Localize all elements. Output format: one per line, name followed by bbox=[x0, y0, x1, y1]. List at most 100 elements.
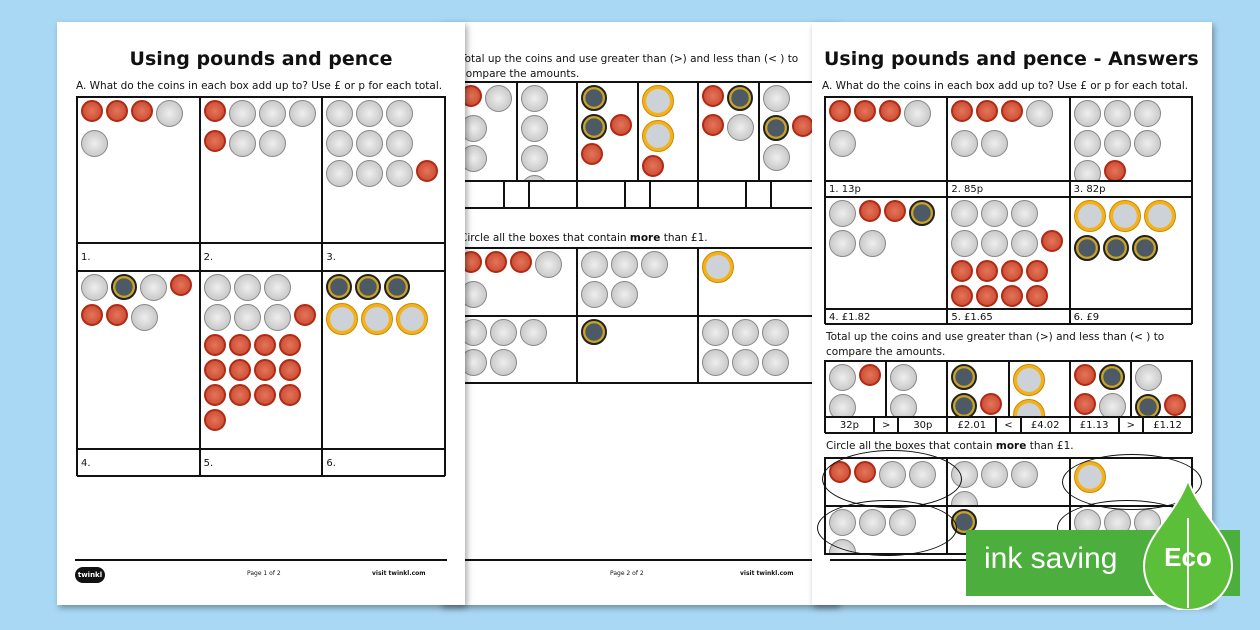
compare-answer-cell[interactable] bbox=[649, 181, 698, 208]
silver-coin-icon bbox=[386, 100, 414, 127]
footer-divider bbox=[458, 559, 820, 561]
silver-coin-icon bbox=[951, 130, 979, 157]
coin-box bbox=[322, 271, 445, 449]
compare-answer-cell[interactable] bbox=[625, 181, 650, 208]
silver-coin-icon bbox=[490, 318, 517, 346]
compare-answer-row bbox=[577, 181, 698, 208]
silver-coin-icon bbox=[702, 318, 729, 346]
silver-coin-icon bbox=[859, 230, 886, 257]
one-pound-coin-icon bbox=[1098, 364, 1125, 390]
two-pound-coin-icon bbox=[1012, 399, 1045, 416]
copper-coin-icon bbox=[976, 100, 999, 122]
copper-coin-icon bbox=[976, 285, 999, 307]
answer-cell[interactable]: 3. bbox=[322, 243, 445, 271]
one-pound-coin-icon bbox=[1134, 394, 1161, 416]
worksheet-page-1: Using pounds and pence A. What do the co… bbox=[57, 22, 465, 605]
circle-box bbox=[456, 248, 577, 316]
copper-coin-icon bbox=[1001, 285, 1024, 307]
compare-answer-cell[interactable]: > bbox=[1118, 417, 1144, 434]
copper-coin-icon bbox=[1073, 364, 1096, 386]
site-link[interactable]: visit twinkl.com bbox=[372, 570, 426, 577]
compare-answer-cell[interactable]: 32p bbox=[825, 417, 874, 434]
two-pound-coin-icon bbox=[396, 303, 429, 335]
compare-answer-cell[interactable] bbox=[698, 181, 747, 208]
copper-coin-icon bbox=[1001, 260, 1024, 282]
silver-coin-icon bbox=[263, 274, 291, 301]
silver-coin-icon bbox=[581, 281, 608, 308]
compare-answer-cell[interactable]: £1.12 bbox=[1143, 417, 1192, 434]
copper-coin-icon bbox=[203, 334, 226, 356]
silver-coin-icon bbox=[1026, 100, 1054, 127]
answer-cell[interactable]: 6. bbox=[322, 449, 445, 477]
silver-coin-icon bbox=[288, 100, 316, 127]
copper-coin-icon bbox=[980, 393, 1003, 415]
question-a: A. What do the coins in each box add up … bbox=[76, 80, 443, 92]
copper-coin-icon bbox=[1163, 394, 1186, 416]
compare-instructions: Total up the coins and use greater than … bbox=[460, 53, 799, 80]
answer-cell[interactable]: 1. bbox=[77, 243, 200, 271]
answer-cell[interactable]: 2. bbox=[199, 243, 323, 271]
answer-cell[interactable]: 4. bbox=[77, 449, 200, 477]
compare-box bbox=[1008, 361, 1070, 417]
silver-coin-icon bbox=[356, 160, 384, 187]
coin-box bbox=[77, 271, 200, 449]
silver-coin-icon bbox=[228, 130, 256, 157]
coin-box bbox=[947, 97, 1070, 181]
compare-box bbox=[825, 361, 887, 417]
silver-coin-icon bbox=[1011, 230, 1039, 257]
answer-cell[interactable]: 5. bbox=[199, 449, 323, 477]
answer-cell[interactable]: 3. 82p bbox=[1069, 181, 1192, 197]
circle-text-bold: more bbox=[629, 232, 661, 244]
copper-coin-icon bbox=[791, 115, 814, 137]
compare-answer-cell[interactable]: £1.13 bbox=[1069, 417, 1119, 434]
answer-cell[interactable]: 1. 13p bbox=[825, 181, 948, 197]
silver-coin-icon bbox=[951, 491, 979, 505]
compare-answer-cell[interactable] bbox=[504, 181, 529, 208]
answer-cell[interactable]: 5. £1.65 bbox=[947, 309, 1070, 325]
compare-answer-cell[interactable]: < bbox=[996, 417, 1021, 434]
silver-coin-icon bbox=[1103, 130, 1131, 157]
compare-answer-cell[interactable] bbox=[746, 181, 771, 208]
compare-box bbox=[456, 82, 517, 181]
silver-coin-icon bbox=[951, 230, 979, 257]
two-pound-coin-icon bbox=[702, 251, 734, 283]
answer-cell[interactable]: 4. £1.82 bbox=[825, 309, 948, 325]
silver-coin-icon bbox=[258, 100, 286, 127]
copper-coin-icon bbox=[510, 251, 532, 273]
circle-grid bbox=[455, 247, 820, 384]
copper-coin-icon bbox=[81, 100, 103, 122]
silver-coin-icon bbox=[829, 364, 856, 391]
compare-answer-cell[interactable]: 30p bbox=[898, 417, 948, 434]
compare-answer-row bbox=[698, 181, 819, 208]
copper-coin-icon bbox=[228, 384, 251, 406]
silver-coin-icon bbox=[1073, 100, 1101, 127]
compare-answer-cell[interactable] bbox=[577, 181, 626, 208]
circle-text: Circle all the boxes that contain bbox=[460, 232, 630, 244]
one-pound-coin-icon bbox=[1073, 235, 1100, 261]
silver-coin-icon bbox=[1133, 100, 1161, 127]
compare-answer-cell[interactable] bbox=[528, 181, 577, 208]
compare-answer-cell[interactable]: £2.01 bbox=[947, 417, 997, 434]
worksheet-page-answers: Using pounds and pence - Answers A. What… bbox=[812, 22, 1212, 605]
silver-coin-icon bbox=[732, 348, 759, 376]
copper-coin-icon bbox=[1026, 260, 1049, 282]
answer-cell[interactable]: 2. 85p bbox=[947, 181, 1070, 197]
one-pound-coin-icon bbox=[762, 115, 789, 141]
silver-coin-icon bbox=[829, 394, 856, 416]
copper-coin-icon bbox=[278, 359, 301, 381]
worksheet-page-2: Total up the coins and use greater than … bbox=[440, 22, 838, 605]
silver-coin-icon bbox=[829, 200, 856, 227]
compare-answer-cell[interactable]: > bbox=[873, 417, 899, 434]
copper-coin-icon bbox=[203, 100, 226, 122]
coin-box bbox=[947, 197, 1070, 309]
one-pound-coin-icon bbox=[581, 114, 607, 140]
compare-answer-cell[interactable]: £4.02 bbox=[1020, 417, 1070, 434]
copper-coin-icon bbox=[203, 359, 226, 381]
two-pound-coin-icon bbox=[1012, 364, 1045, 396]
site-link[interactable]: visit twinkl.com bbox=[740, 570, 794, 577]
silver-coin-icon bbox=[326, 100, 354, 127]
two-pound-coin-icon bbox=[361, 303, 394, 335]
answer-cell[interactable]: 6. £9 bbox=[1069, 309, 1192, 325]
coin-box bbox=[199, 97, 323, 243]
silver-coin-icon bbox=[1011, 200, 1039, 227]
